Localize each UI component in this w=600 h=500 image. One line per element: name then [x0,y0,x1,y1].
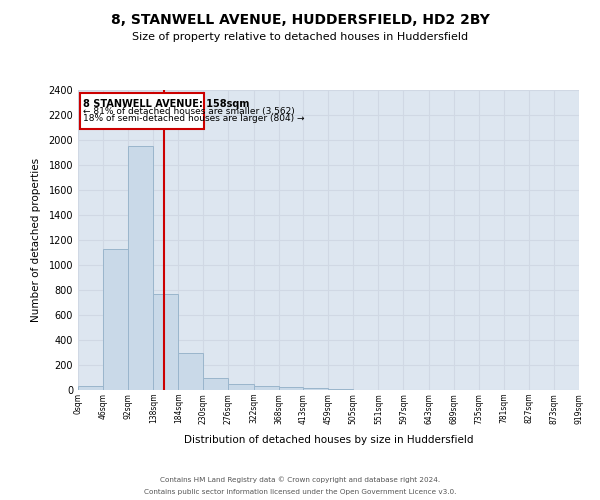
Bar [203,378,229,390]
Bar [254,386,278,390]
Bar [128,146,153,390]
Bar [178,353,203,390]
Y-axis label: Number of detached properties: Number of detached properties [31,158,41,322]
Bar [103,248,128,390]
Text: ← 81% of detached houses are smaller (3,562): ← 81% of detached houses are smaller (3,… [83,107,295,116]
Text: 8 STANWELL AVENUE: 158sqm: 8 STANWELL AVENUE: 158sqm [83,100,249,110]
Bar [278,387,303,390]
Bar [303,388,328,390]
Text: 18% of semi-detached houses are larger (804) →: 18% of semi-detached houses are larger (… [83,114,304,124]
Bar [153,294,178,390]
Text: Contains public sector information licensed under the Open Government Licence v3: Contains public sector information licen… [144,489,456,495]
Bar [229,384,254,390]
Text: Size of property relative to detached houses in Huddersfield: Size of property relative to detached ho… [132,32,468,42]
Text: Distribution of detached houses by size in Huddersfield: Distribution of detached houses by size … [184,435,473,445]
FancyBboxPatch shape [80,92,204,130]
Text: Contains HM Land Registry data © Crown copyright and database right 2024.: Contains HM Land Registry data © Crown c… [160,476,440,482]
Bar [78,386,103,390]
Text: 8, STANWELL AVENUE, HUDDERSFIELD, HD2 2BY: 8, STANWELL AVENUE, HUDDERSFIELD, HD2 2B… [110,12,490,26]
